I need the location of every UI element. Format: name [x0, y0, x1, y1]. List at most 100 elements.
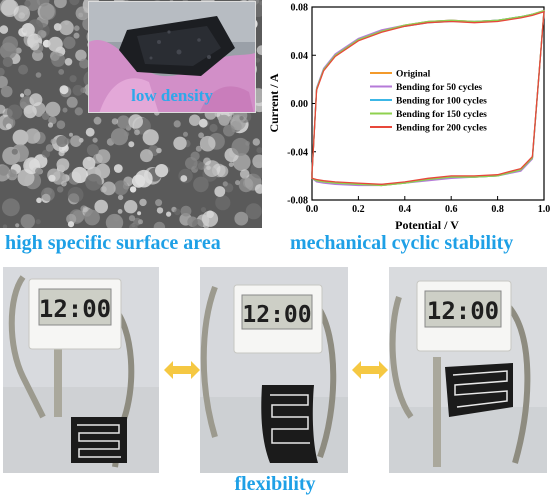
sem-particle [36, 197, 42, 204]
sem-particle [231, 137, 250, 156]
sem-particle [24, 0, 31, 7]
sem-particle [228, 162, 234, 168]
sem-particle [239, 116, 244, 121]
sem-particle [2, 146, 21, 165]
sem-particle [155, 199, 163, 207]
sem-particle [218, 114, 230, 126]
sem-particle [199, 135, 216, 152]
x-tick-label: 0.0 [306, 204, 319, 215]
sem-particle [56, 120, 66, 129]
sem-particle [41, 187, 55, 202]
sem-particle [56, 135, 68, 148]
sem-particle [8, 169, 17, 178]
sem-particle [82, 156, 96, 170]
sem-particle [2, 224, 8, 228]
sem-particle [2, 116, 16, 129]
sem-particle [140, 149, 153, 163]
sem-particle [139, 198, 147, 207]
sem-particle [252, 138, 260, 146]
y-tick-label: -0.04 [287, 147, 308, 158]
sem-particle [92, 153, 103, 164]
x-tick-label: 1.0 [538, 204, 550, 215]
sem-particle [45, 144, 54, 152]
caption-surface-area: high specific surface area [5, 232, 221, 254]
sem-particle [47, 122, 54, 128]
sem-particle [69, 75, 77, 83]
sem-particle [180, 175, 188, 182]
sem-particle [54, 0, 67, 9]
sem-particle [101, 181, 116, 196]
sem-particle [117, 194, 124, 201]
sem-particle [254, 184, 262, 194]
sem-particle [198, 132, 205, 139]
legend-label: Bending for 100 cycles [396, 97, 487, 107]
sem-particle [201, 210, 219, 227]
sem-particle [110, 128, 129, 146]
sem-particle [129, 186, 137, 193]
sem-particle [48, 116, 57, 125]
sem-particle [72, 84, 84, 96]
y-tick-label: 0.00 [291, 99, 309, 110]
sem-particle [15, 47, 22, 54]
sem-particle [67, 221, 75, 228]
bending-photo-3: 12:00 [389, 267, 547, 473]
sem-particle [20, 214, 35, 228]
x-tick-label: 0.4 [399, 204, 412, 215]
sem-particle [111, 118, 119, 125]
sem-particle [132, 174, 146, 188]
bending-photo-2: 12:00 [200, 267, 348, 473]
sem-particle [173, 136, 187, 150]
sem-particle [0, 104, 6, 114]
sem-particle [117, 209, 123, 214]
sem-particle [134, 129, 140, 136]
sem-particle [56, 158, 70, 172]
sem-particle [51, 52, 66, 67]
sem-particle [63, 36, 76, 49]
sem-particle [74, 25, 80, 32]
sem-particle [124, 200, 138, 214]
sem-particle [239, 169, 250, 179]
sem-particle [45, 101, 61, 117]
x-tick-label: 0.8 [491, 204, 504, 215]
sem-particle [20, 93, 25, 98]
sem-particle [142, 129, 159, 146]
sem-particle [71, 166, 88, 184]
sem-particle [12, 129, 29, 146]
sem-particle [15, 223, 20, 228]
legend-label: Bending for 150 cycles [396, 110, 487, 120]
sem-particle [229, 110, 234, 116]
sem-particle [69, 0, 80, 6]
sem-particle [129, 223, 138, 228]
sem-particle [64, 58, 73, 66]
sem-particle [113, 164, 123, 173]
sem-particle [155, 164, 169, 178]
x-tick-label: 0.2 [352, 204, 365, 215]
sem-particle [20, 101, 27, 108]
sem-particle [223, 124, 235, 137]
sem-particle [73, 32, 80, 39]
sem-particle [47, 36, 63, 52]
sem-particle [222, 181, 228, 187]
sem-particle [75, 49, 87, 61]
sem-particle [61, 180, 67, 187]
sem-particle [138, 219, 143, 225]
sem-particle [13, 5, 31, 22]
sem-particle [70, 135, 82, 147]
sem-particle [69, 132, 73, 137]
sem-particle [48, 174, 56, 182]
sem-particle [82, 206, 89, 213]
sem-particle [214, 186, 226, 197]
sem-particle [0, 165, 9, 176]
sem-particle [92, 137, 98, 143]
sem-particle [116, 115, 131, 129]
sem-particle [128, 141, 135, 148]
sem-particle [252, 154, 262, 169]
sem-particle [173, 120, 181, 128]
sem-particle [59, 20, 74, 36]
legend-label: Original [396, 70, 431, 80]
double-arrow-icon [352, 361, 388, 379]
sem-particle [39, 3, 57, 21]
sem-particle [0, 85, 13, 98]
y-tick-label: 0.08 [291, 3, 309, 14]
clock-display-1: 12:00 [39, 295, 111, 323]
